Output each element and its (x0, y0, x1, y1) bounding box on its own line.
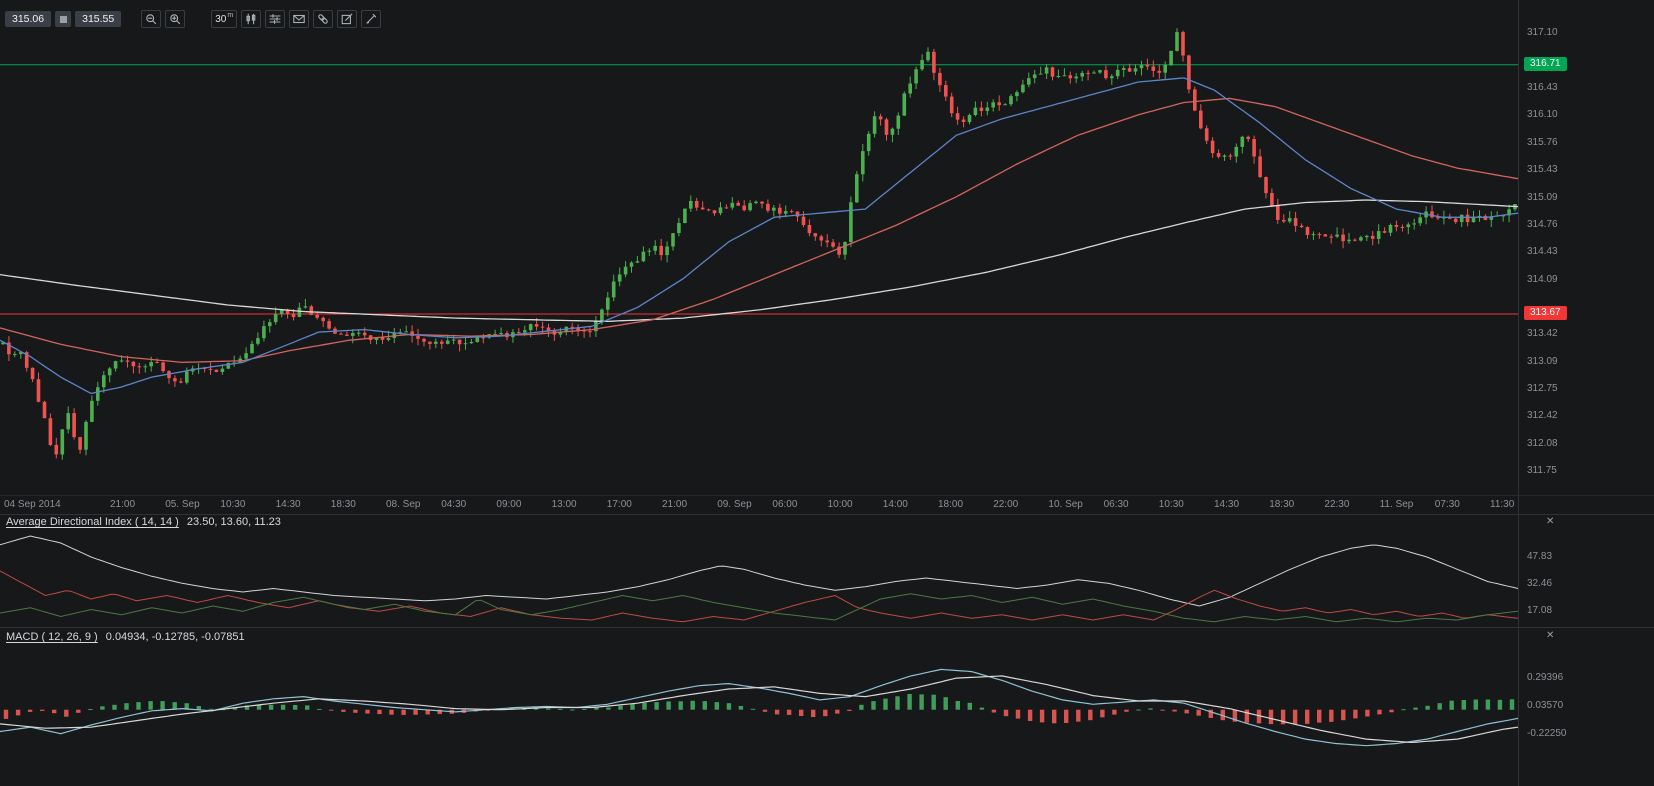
compose-icon (341, 13, 353, 25)
time-axis-label: 11:30 (1490, 499, 1515, 510)
zoom-out-icon (146, 14, 157, 25)
time-axis-label: 13:00 (551, 499, 577, 510)
time-axis-label: 07:30 (1434, 499, 1460, 510)
time-axis-label: 18:00 (938, 499, 964, 510)
zoom-in-button[interactable] (165, 10, 186, 28)
time-axis-label: 10:30 (1158, 499, 1184, 510)
zoom-out-button[interactable] (141, 10, 162, 28)
adx-indicator-chart[interactable] (0, 515, 1518, 627)
price-axis-label: 314.76 (1527, 218, 1558, 230)
adx-close-button[interactable]: ✕ (1546, 516, 1555, 527)
chart-type-button[interactable] (241, 10, 262, 28)
time-axis-label: 08. Sep (386, 499, 421, 510)
time-axis-label: 10. Sep (1048, 499, 1083, 510)
adx-panel-title: Average Directional Index ( 14, 14 ) 23.… (6, 516, 281, 528)
pencil-icon (366, 13, 377, 24)
price-axis-label: 314.43 (1527, 245, 1558, 257)
spread-icon (59, 15, 67, 23)
time-axis-label: 06:00 (772, 499, 798, 510)
price-axis[interactable]: 316.71 313.67 ✕ ✕ 317.10 316.43 316.10 315.… (1518, 0, 1654, 786)
red-level-badge: 313.67 (1524, 305, 1567, 320)
macd-values: 0.04934, -0.12785, -0.07851 (105, 631, 245, 643)
envelope-icon (293, 14, 305, 24)
price-axis-label: 316.43 (1527, 81, 1558, 93)
timeframe-button[interactable]: 30 m (211, 10, 238, 28)
time-axis-label: 21:00 (662, 499, 688, 510)
time-axis-label: 10:30 (220, 499, 246, 510)
price-axis-label: 312.75 (1527, 383, 1558, 395)
time-axis-label: 11. Sep (1379, 499, 1414, 510)
price-axis-label: 311.75 (1527, 465, 1557, 477)
macd-indicator-chart[interactable] (0, 628, 1518, 786)
macd-close-button[interactable]: ✕ (1546, 630, 1555, 641)
notes-button[interactable] (337, 10, 358, 28)
spread-button[interactable] (55, 11, 72, 27)
time-axis-label: 18:30 (330, 499, 356, 510)
green-level-badge: 316.71 (1524, 56, 1567, 71)
price-axis-label: 313.09 (1527, 355, 1558, 367)
draw-button[interactable] (361, 10, 382, 28)
time-axis-label: 04 Sep 2014 (4, 499, 61, 510)
time-axis-label: 14:30 (1214, 499, 1240, 510)
sell-price-button[interactable]: 315.06 (5, 11, 52, 27)
time-axis-label: 06:30 (1103, 499, 1129, 510)
link-button[interactable] (313, 10, 334, 28)
price-axis-label: 316.10 (1527, 108, 1558, 120)
price-axis-label: 315.43 (1527, 163, 1558, 175)
timeframe-label: 30 (215, 13, 227, 25)
time-axis-label: 14:30 (275, 499, 301, 510)
time-axis-label: 09:00 (496, 499, 522, 510)
time-axis-label: 18:30 (1269, 499, 1295, 510)
timeframe-unit: m (227, 11, 234, 19)
alerts-button[interactable] (289, 10, 310, 28)
time-axis-label: 04:30 (441, 499, 467, 510)
adx-title[interactable]: Average Directional Index ( 14, 14 ) (6, 516, 179, 528)
panel-divider-adx (0, 514, 1654, 515)
price-axis-label: 315.09 (1527, 191, 1558, 203)
adx-axis-label: 17.08 (1527, 605, 1553, 617)
link-icon (318, 14, 328, 24)
macd-axis-label: 0.03570 (1527, 699, 1564, 711)
macd-axis-label: -0.22250 (1527, 727, 1567, 739)
price-axis-label: 313.42 (1527, 328, 1558, 340)
adx-axis-label: 32.46 (1527, 578, 1553, 590)
time-axis-label: 05. Sep (165, 499, 200, 510)
time-axis-label: 10:00 (827, 499, 853, 510)
candlestick-icon (246, 13, 256, 25)
panel-divider-macd (0, 627, 1654, 628)
adx-axis-label: 47.83 (1527, 551, 1553, 563)
time-axis[interactable]: 04 Sep 2014 21:00 05. Sep 10:30 14:30 18:30 08… (0, 496, 1518, 514)
chart-toolbar: 315.06 315.55 30 m (5, 10, 382, 28)
macd-panel-title: MACD ( 12, 26, 9 ) 0.04934, -0.12785, -0… (6, 631, 245, 643)
time-axis-label: 21:00 (110, 499, 136, 510)
sliders-icon (269, 14, 281, 24)
zoom-in-icon (170, 14, 181, 25)
price-axis-label: 312.42 (1527, 410, 1558, 422)
buy-price-button[interactable]: 315.55 (75, 11, 122, 27)
adx-values: 23.50, 13.60, 11.23 (186, 516, 281, 528)
price-axis-label: 315.76 (1527, 136, 1558, 148)
time-axis-label: 22:00 (993, 499, 1019, 510)
time-axis-label: 09. Sep (717, 499, 752, 510)
time-axis-label: 14:00 (882, 499, 908, 510)
price-axis-label: 317.10 (1527, 26, 1558, 38)
indicators-button[interactable] (265, 10, 286, 28)
price-axis-label: 314.09 (1527, 273, 1558, 285)
time-axis-label: 22:30 (1324, 499, 1350, 510)
price-axis-label: 312.08 (1527, 438, 1558, 450)
macd-title[interactable]: MACD ( 12, 26, 9 ) (6, 631, 98, 643)
macd-axis-label: 0.29396 (1527, 671, 1564, 683)
candlestick-chart[interactable] (0, 0, 1518, 496)
chart-axis-divider (0, 495, 1654, 496)
time-axis-label: 17:00 (606, 499, 632, 510)
